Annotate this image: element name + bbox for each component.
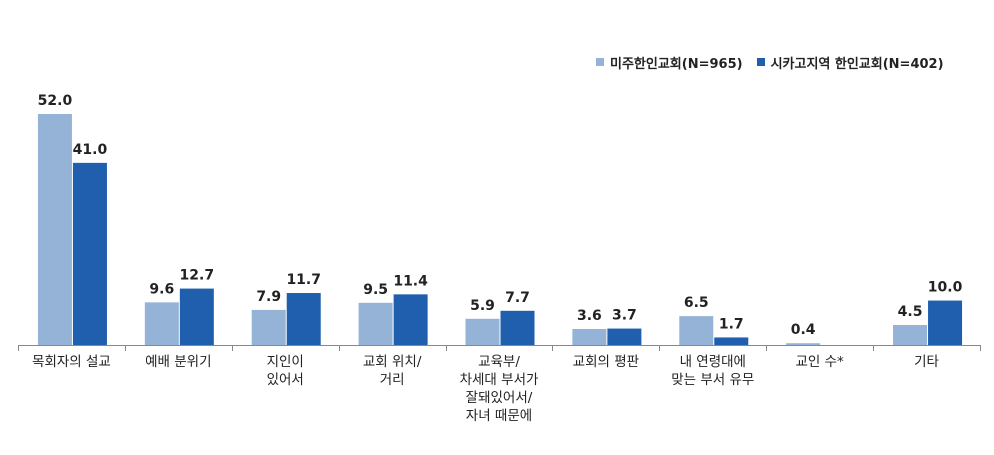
- data-label: 10.0: [928, 280, 963, 296]
- data-label: 3.6: [577, 308, 602, 324]
- bar: [72, 162, 107, 345]
- bar: [144, 302, 179, 345]
- legend-label-chicago-korean-churches: 시카고지역 한인교회(N=402): [770, 56, 944, 72]
- category-label-line: 교회 위치/: [363, 354, 422, 370]
- data-label: 7.9: [256, 289, 281, 305]
- bar: [786, 343, 821, 345]
- value-labels-group: 52.0 41.0 9.6 12.7 7.9 11.7 9.5 11.4 5.9 7.7 3.6 3.…: [38, 93, 963, 338]
- data-label: 3.7: [612, 308, 637, 324]
- bar: [393, 294, 428, 345]
- category-label-line: 교회의 평판: [573, 354, 639, 370]
- data-label: 12.7: [180, 268, 215, 284]
- legend-item-chicago-korean-churches: 시카고지역 한인교회(N=402): [756, 53, 944, 72]
- data-label: 4.5: [898, 304, 923, 320]
- category-label: 교인 수*: [796, 354, 845, 370]
- data-label: 9.5: [363, 282, 388, 298]
- category-label: 기타: [914, 354, 939, 370]
- category-label: 예배 분위기: [145, 354, 211, 370]
- data-label: 11.4: [393, 273, 428, 289]
- category-label-line: 기타: [914, 354, 939, 370]
- bars-group: [37, 114, 963, 345]
- bar: [179, 288, 214, 345]
- data-label: 6.5: [684, 295, 709, 311]
- category-label-line: 맞는 부서 유무: [671, 372, 754, 388]
- bar: [714, 337, 749, 345]
- category-label-line: 목회자의 설교: [32, 354, 111, 370]
- category-label-line: 차세대 부서가: [460, 372, 539, 388]
- category-label-line: 잘돼있어서/: [466, 390, 533, 406]
- data-label: 11.7: [286, 272, 321, 288]
- legend-swatch-chicago-korean-churches: [756, 58, 765, 66]
- category-label-line: 있어서: [267, 372, 304, 388]
- legend-item-us-korean-churches: 미주한인교회(N=965): [596, 53, 743, 72]
- legend-swatch-us-korean-churches: [596, 58, 604, 66]
- x-axis-ticks-group: [18, 345, 981, 351]
- data-label: 9.6: [149, 281, 174, 297]
- bar: [928, 300, 963, 345]
- legend: 미주한인교회(N=965) 시카고지역 한인교회(N=402): [596, 52, 944, 72]
- bar: [893, 325, 928, 345]
- data-label: 1.7: [719, 316, 744, 332]
- legend-label-us-korean-churches: 미주한인교회(N=965): [610, 56, 743, 72]
- category-label-line: 교인 수*: [796, 354, 845, 370]
- category-label: 교회의 평판: [573, 354, 639, 370]
- bar: [500, 310, 535, 345]
- bar: [358, 302, 393, 345]
- category-label: 목회자의 설교: [32, 354, 111, 370]
- bar: [607, 328, 642, 345]
- bar: [679, 316, 714, 345]
- category-label-line: 교육부/: [478, 354, 520, 370]
- data-label: 41.0: [73, 142, 108, 158]
- data-label: 7.7: [505, 290, 530, 306]
- data-label: 52.0: [38, 93, 73, 109]
- category-label-line: 내 연령대에: [680, 354, 746, 370]
- category-label: 교회 위치/거리: [363, 354, 422, 388]
- bar: [251, 309, 286, 345]
- bar: [572, 329, 607, 345]
- bar: [465, 318, 500, 345]
- bar: [286, 293, 321, 345]
- bar: [37, 114, 72, 345]
- category-label-line: 자녀 때문에: [466, 408, 532, 424]
- data-label: 0.4: [791, 322, 816, 338]
- category-label-line: 지인이: [267, 354, 304, 370]
- data-label: 5.9: [470, 298, 495, 314]
- category-label-line: 거리: [380, 372, 405, 388]
- category-label-line: 예배 분위기: [145, 354, 211, 370]
